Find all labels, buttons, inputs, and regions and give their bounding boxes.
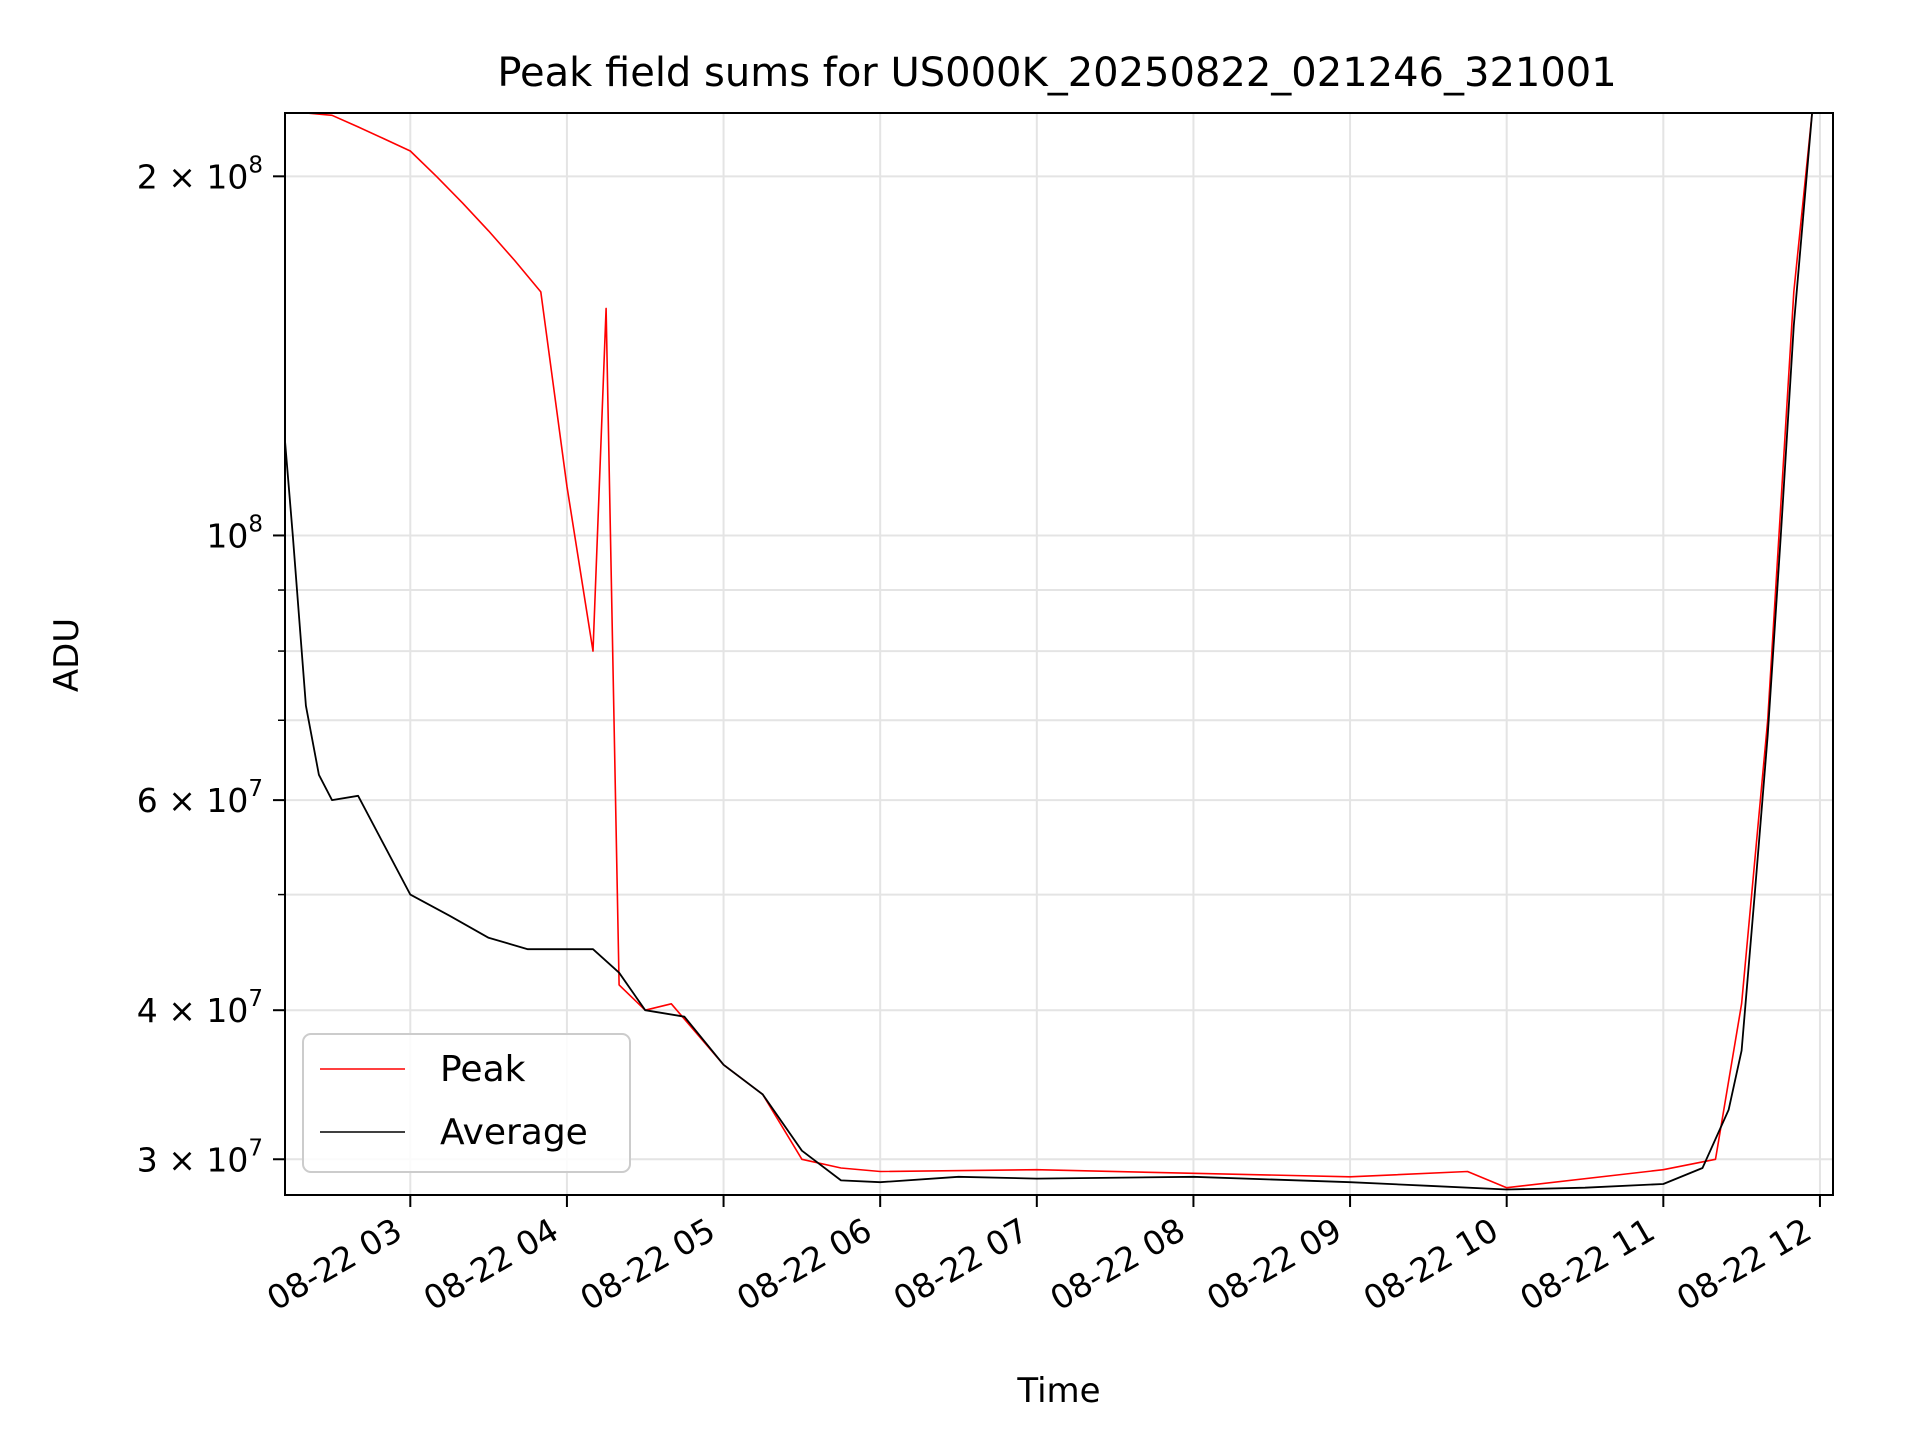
y-tick-label: 3 × 107 bbox=[137, 1135, 263, 1179]
gridlines bbox=[285, 113, 1833, 1195]
chart-title: Peak field sums for US000K_20250822_0212… bbox=[497, 50, 1616, 96]
y-tick-label: 4 × 107 bbox=[137, 986, 263, 1030]
y-tick-label: 2 × 108 bbox=[137, 152, 263, 196]
plot-frame bbox=[284, 112, 1834, 1196]
legend: Peak Average bbox=[302, 1033, 631, 1173]
series-line-average bbox=[284, 112, 1813, 1191]
legend-label-peak: Peak bbox=[440, 1049, 526, 1090]
y-tick-label: 108 bbox=[206, 511, 263, 555]
series-layer bbox=[284, 112, 1813, 1191]
legend-label-average: Average bbox=[440, 1112, 588, 1153]
series-line-peak bbox=[285, 112, 1813, 1189]
y-tick-label: 6 × 107 bbox=[137, 776, 263, 820]
x-axis-label: Time bbox=[1016, 1371, 1100, 1411]
y-axis-label: ADU bbox=[47, 618, 87, 692]
